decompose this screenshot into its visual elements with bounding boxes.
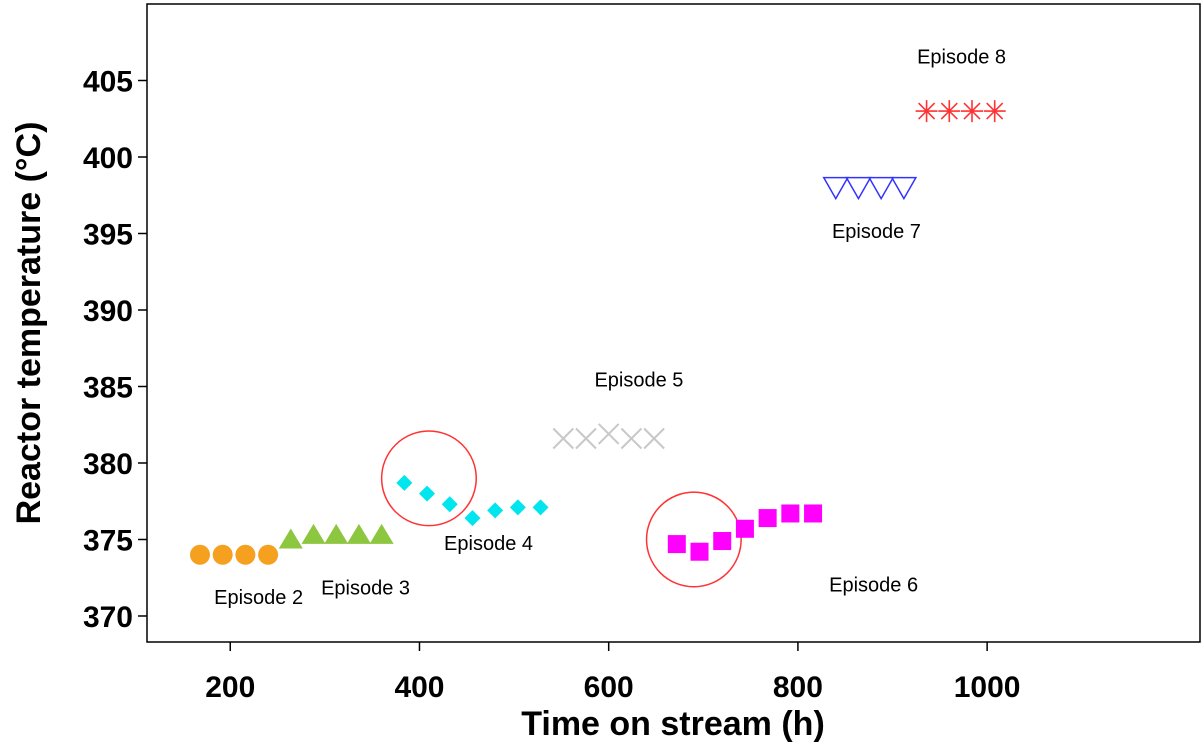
data-point-square [667, 535, 686, 554]
data-point-triangle-up [369, 523, 394, 544]
y-axis: 370 375 380 385 390 395 400 405 [83, 65, 147, 634]
data-point-diamond [532, 499, 549, 516]
data-point-triangle-down [822, 176, 850, 201]
x-axis-title: Time on stream (h) [521, 705, 825, 743]
data-point-triangle-down [867, 176, 895, 201]
episode-label: Episode 8 [917, 47, 1006, 69]
plot-frame [146, 3, 1201, 643]
y-tick-label: 405 [83, 65, 133, 98]
episode-label: Episode 7 [832, 221, 921, 243]
x-tick-label: 1000 [954, 671, 1021, 704]
data-point-x [643, 427, 665, 450]
y-axis-title: Reactor temperature (°C) [10, 122, 48, 525]
data-point-asterisk [983, 100, 1006, 123]
highlight-circle [380, 430, 477, 527]
data-point-diamond [419, 485, 436, 502]
data-point-triangle-up [324, 523, 349, 544]
data-point-diamond [487, 502, 504, 519]
episode-labels: Episode 2 Episode 3 Episode 4 Episode 5 Epis… [214, 47, 1006, 609]
episode-label: Episode 3 [321, 578, 410, 600]
data-point-square [690, 542, 709, 561]
episode-label: Episode 5 [594, 369, 683, 391]
data-point-x [552, 427, 574, 450]
episode-label: Episode 4 [444, 533, 533, 555]
data-point-diamond [396, 474, 413, 491]
data-point-circle [189, 544, 210, 565]
data-point-diamond [509, 499, 526, 516]
data-point-x [575, 427, 597, 450]
data-point-triangle-down [845, 176, 872, 201]
data-point-triangle-down [890, 176, 918, 201]
data-point-triangle-up [278, 528, 303, 549]
x-tick-label: 400 [394, 671, 444, 704]
x-axis: 200 400 600 800 1000 [205, 642, 1021, 704]
x-tick-label: 600 [584, 671, 634, 704]
y-tick-label: 400 [83, 142, 133, 175]
data-point-circle [235, 544, 256, 565]
data-point-asterisk [938, 100, 961, 123]
data-point-diamond [464, 510, 481, 527]
y-tick-label: 385 [83, 371, 133, 404]
episode-label: Episode 2 [214, 587, 303, 609]
data-point-x [597, 423, 620, 445]
data-point-asterisk [915, 100, 938, 123]
highlight-circles [380, 430, 742, 588]
data-point-square [804, 504, 823, 523]
data-point-square [713, 532, 732, 551]
data-point-circle [258, 544, 279, 565]
highlight-circle [645, 491, 742, 588]
episode-label: Episode 6 [829, 575, 918, 597]
data-point-asterisk [960, 100, 983, 123]
y-tick-label: 390 [83, 295, 133, 328]
data-points [189, 100, 1006, 565]
data-point-square [735, 519, 754, 538]
y-tick-label: 370 [83, 601, 133, 634]
data-point-square [781, 504, 800, 523]
y-tick-label: 375 [83, 524, 133, 557]
data-point-diamond [441, 496, 458, 513]
y-tick-label: 395 [83, 218, 133, 251]
data-point-circle [212, 544, 233, 565]
data-point-triangle-up [346, 523, 371, 544]
data-point-triangle-up [301, 523, 326, 544]
x-tick-label: 200 [205, 671, 255, 704]
data-point-x [620, 427, 643, 450]
y-tick-label: 380 [83, 448, 133, 481]
x-tick-label: 800 [773, 671, 823, 704]
data-point-square [758, 509, 777, 528]
